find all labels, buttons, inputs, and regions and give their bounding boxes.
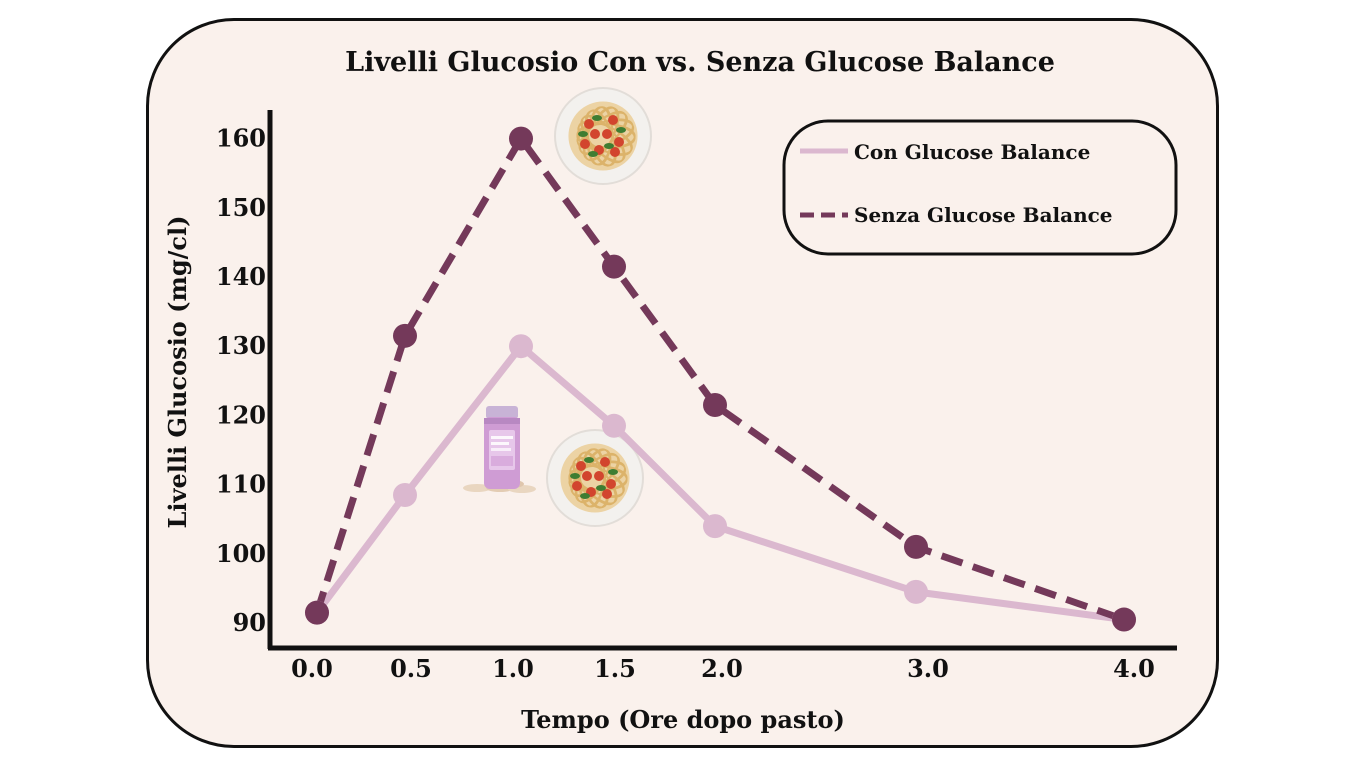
x-tick-3.0: 3.0 <box>907 654 949 683</box>
data-point-senza <box>393 323 417 348</box>
pasta-plate-icon <box>554 87 652 185</box>
x-tick-2.0: 2.0 <box>701 654 743 683</box>
data-point-con <box>602 413 626 438</box>
y-tick-90: 90 <box>233 608 266 637</box>
legend-label-senza: Senza Glucose Balance <box>854 203 1113 227</box>
y-tick-labels: 90 100 110 120 130 140 150 160 <box>216 124 266 637</box>
x-tick-1.0: 1.0 <box>492 654 534 683</box>
x-tick-1.5: 1.5 <box>594 654 636 683</box>
legend-box <box>782 119 1178 256</box>
x-axis-label: Tempo (Ore dopo pasto) <box>521 705 845 734</box>
y-axis-label: Livelli Glucosio (mg/cl) <box>163 216 192 529</box>
data-point-senza <box>305 600 329 625</box>
y-tick-140: 140 <box>216 262 266 291</box>
pasta-plate-icon <box>546 429 644 527</box>
data-point-con <box>393 482 417 507</box>
x-tick-labels: 0.0 0.5 1.0 1.5 2.0 3.0 4.0 <box>291 654 1155 683</box>
data-point-con <box>703 514 727 539</box>
data-point-con <box>904 579 928 604</box>
data-point-senza <box>904 534 928 559</box>
data-point-senza <box>703 393 727 418</box>
series-points <box>305 126 1136 632</box>
y-tick-160: 160 <box>216 124 266 153</box>
legend-label-con: Con Glucose Balance <box>854 140 1090 164</box>
y-tick-150: 150 <box>216 193 266 222</box>
chart-title: Livelli Glucosio Con vs. Senza Glucose B… <box>345 47 1055 78</box>
y-tick-100: 100 <box>216 539 266 568</box>
x-tick-4.0: 4.0 <box>1113 654 1155 683</box>
data-point-senza <box>1112 607 1136 632</box>
y-tick-110: 110 <box>216 470 266 499</box>
legend: Con Glucose Balance Senza Glucose Balanc… <box>782 119 1178 256</box>
data-point-senza <box>602 254 626 279</box>
x-tick-0.5: 0.5 <box>390 654 432 683</box>
x-tick-0.0: 0.0 <box>291 654 333 683</box>
y-tick-120: 120 <box>216 400 266 429</box>
series-line-con <box>314 342 1125 624</box>
data-point-con <box>509 334 533 359</box>
y-tick-130: 130 <box>216 331 266 360</box>
supplement-bottle-icon <box>463 406 536 493</box>
data-point-senza <box>509 126 533 151</box>
